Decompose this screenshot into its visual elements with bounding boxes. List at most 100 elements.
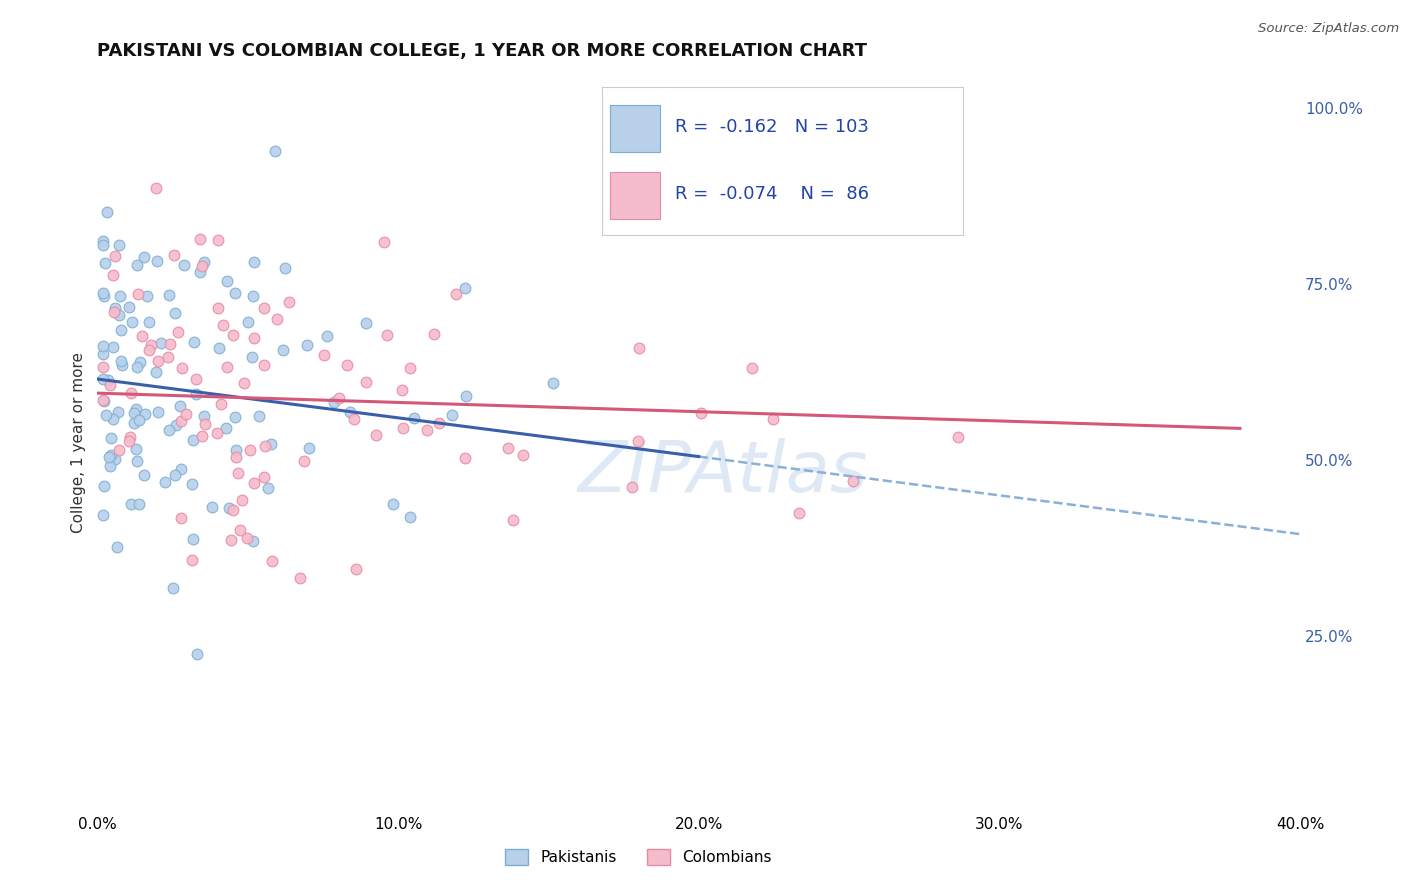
Point bbox=[183, 532, 205, 546]
Point bbox=[111, 358, 134, 372]
Point bbox=[107, 309, 129, 323]
Point bbox=[222, 328, 245, 343]
Point bbox=[125, 359, 148, 374]
Point bbox=[453, 451, 475, 466]
Point bbox=[690, 406, 713, 420]
Point bbox=[159, 336, 181, 351]
Point bbox=[172, 361, 194, 376]
Point bbox=[354, 375, 377, 389]
Point bbox=[93, 286, 115, 301]
Point bbox=[163, 248, 186, 262]
Point bbox=[627, 434, 650, 448]
Point bbox=[339, 405, 361, 419]
Point bbox=[124, 402, 146, 417]
Point bbox=[231, 493, 253, 508]
Point bbox=[146, 353, 169, 368]
Point bbox=[194, 417, 217, 431]
Point bbox=[741, 360, 763, 375]
Point bbox=[127, 287, 149, 301]
Point bbox=[128, 413, 150, 427]
Point bbox=[169, 414, 191, 428]
Point bbox=[247, 409, 270, 424]
Point bbox=[260, 437, 283, 451]
Point bbox=[316, 329, 339, 343]
Point bbox=[162, 582, 184, 596]
Point bbox=[125, 453, 148, 467]
Point bbox=[163, 306, 186, 320]
Point bbox=[364, 427, 387, 442]
Point bbox=[146, 254, 169, 268]
Point bbox=[120, 497, 142, 511]
Point bbox=[156, 350, 179, 364]
Point bbox=[121, 315, 143, 329]
Point bbox=[93, 289, 115, 303]
Y-axis label: College, 1 year or more: College, 1 year or more bbox=[72, 352, 86, 533]
Point bbox=[193, 255, 215, 269]
Point bbox=[242, 475, 264, 490]
Point bbox=[512, 448, 534, 462]
Point bbox=[107, 405, 129, 419]
Point bbox=[169, 399, 191, 413]
Text: Source: ZipAtlas.com: Source: ZipAtlas.com bbox=[1258, 22, 1399, 36]
Point bbox=[236, 316, 259, 330]
Point bbox=[110, 289, 132, 303]
Point bbox=[132, 468, 155, 483]
Point bbox=[134, 407, 156, 421]
Point bbox=[404, 411, 426, 425]
Point bbox=[620, 480, 643, 494]
Point bbox=[174, 407, 197, 421]
Point bbox=[787, 506, 810, 520]
Point bbox=[762, 412, 785, 426]
Point bbox=[103, 304, 125, 318]
Point bbox=[298, 442, 321, 456]
Point bbox=[93, 234, 115, 248]
Point bbox=[120, 385, 142, 400]
Point bbox=[98, 378, 121, 392]
Point bbox=[128, 355, 150, 369]
Point bbox=[181, 553, 204, 567]
Point bbox=[454, 281, 477, 295]
Point bbox=[96, 205, 118, 219]
Point bbox=[150, 335, 173, 350]
Point bbox=[118, 430, 141, 444]
Point bbox=[225, 442, 247, 457]
Point bbox=[391, 421, 413, 435]
Point bbox=[188, 265, 211, 279]
Point bbox=[105, 540, 128, 554]
Point bbox=[125, 258, 148, 272]
Point bbox=[266, 312, 288, 326]
Legend: Pakistanis, Colombians: Pakistanis, Colombians bbox=[499, 843, 778, 871]
Point bbox=[543, 376, 565, 390]
Point bbox=[278, 295, 301, 310]
Point bbox=[343, 412, 366, 426]
Point bbox=[186, 647, 208, 661]
Point bbox=[93, 393, 115, 408]
Point bbox=[93, 347, 115, 361]
Point bbox=[183, 334, 205, 349]
Point bbox=[242, 350, 264, 364]
Point bbox=[100, 448, 122, 462]
Point bbox=[173, 258, 195, 272]
Point bbox=[253, 470, 276, 484]
Point bbox=[427, 416, 450, 430]
Point bbox=[93, 508, 115, 522]
Point bbox=[132, 250, 155, 264]
Point bbox=[226, 466, 249, 480]
Point bbox=[101, 268, 124, 282]
Point bbox=[224, 286, 246, 301]
Point bbox=[191, 259, 214, 273]
Point bbox=[336, 358, 359, 372]
Point bbox=[207, 425, 229, 440]
Point bbox=[381, 497, 404, 511]
Point bbox=[274, 260, 297, 275]
Point bbox=[93, 238, 115, 252]
Point bbox=[128, 498, 150, 512]
Point bbox=[141, 337, 163, 351]
Point bbox=[236, 532, 259, 546]
Point bbox=[260, 554, 283, 568]
Point bbox=[157, 288, 180, 302]
Point bbox=[138, 315, 160, 329]
Point bbox=[264, 145, 287, 159]
Point bbox=[496, 441, 519, 455]
Point bbox=[354, 316, 377, 330]
